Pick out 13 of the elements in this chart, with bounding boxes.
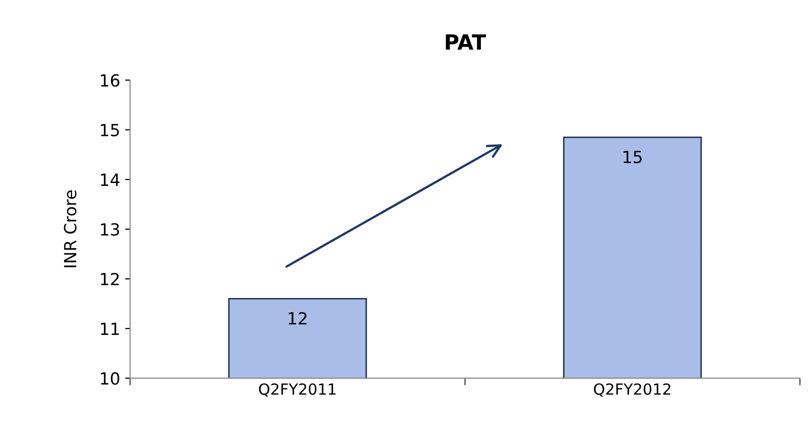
y-tick-label: 11 bbox=[100, 322, 119, 335]
y-tick-label: 16 bbox=[100, 74, 120, 87]
data-label: 15 bbox=[624, 150, 642, 164]
y-tick-label: 15 bbox=[100, 124, 119, 136]
y-tick-label: 10 bbox=[100, 372, 120, 385]
chart-title: PAT bbox=[446, 34, 486, 50]
x-tick-label: Q2FY2011 bbox=[259, 383, 336, 397]
data-label: 12 bbox=[288, 312, 306, 324]
y-axis-title: INR Crore bbox=[64, 190, 76, 268]
x-tick-label: Q2FY2012 bbox=[594, 383, 670, 397]
y-tick-label: 13 bbox=[100, 223, 120, 236]
y-tick-label: 14 bbox=[100, 174, 120, 186]
y-tick-label: 12 bbox=[100, 272, 119, 286]
